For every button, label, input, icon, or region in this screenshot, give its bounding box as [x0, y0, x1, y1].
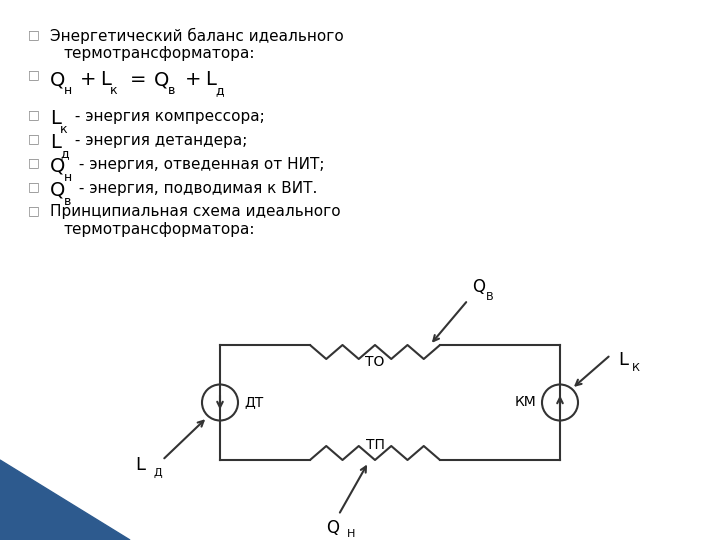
Text: - энергия, подводимая к ВИТ.: - энергия, подводимая к ВИТ. — [74, 181, 318, 196]
Text: Q: Q — [50, 157, 66, 176]
Text: □: □ — [28, 68, 40, 81]
Text: Q: Q — [50, 70, 66, 89]
Text: □: □ — [28, 108, 40, 121]
Text: □: □ — [28, 180, 40, 193]
Text: ТО: ТО — [365, 355, 384, 369]
Text: L: L — [205, 70, 216, 89]
Text: □: □ — [28, 28, 40, 41]
Text: К: К — [631, 363, 639, 373]
Text: L: L — [50, 109, 61, 128]
Text: д: д — [60, 147, 68, 160]
Text: термотрансформатора:: термотрансформатора: — [64, 222, 256, 237]
Text: Q: Q — [472, 278, 485, 296]
Text: к: к — [60, 123, 68, 136]
Text: - энергия, отведенная от НИТ;: - энергия, отведенная от НИТ; — [74, 157, 325, 172]
Text: Принципиальная схема идеального: Принципиальная схема идеального — [50, 204, 341, 219]
Text: +: + — [80, 70, 96, 89]
Text: Энергетический баланс идеального: Энергетический баланс идеального — [50, 28, 343, 44]
Text: Д: Д — [153, 468, 162, 478]
Text: Q: Q — [154, 70, 169, 89]
Text: L: L — [618, 351, 629, 369]
Text: н: н — [64, 84, 72, 97]
Text: □: □ — [28, 156, 40, 169]
Text: Н: Н — [346, 529, 355, 539]
Text: L: L — [135, 456, 145, 474]
Text: д: д — [215, 84, 224, 97]
Text: - энергия детандера;: - энергия детандера; — [70, 133, 248, 148]
Text: КМ: КМ — [514, 395, 536, 409]
Text: в: в — [168, 84, 176, 97]
Text: Q: Q — [50, 181, 66, 200]
Text: В: В — [486, 292, 494, 302]
Polygon shape — [0, 460, 130, 540]
Text: □: □ — [28, 204, 40, 217]
Text: +: + — [185, 70, 202, 89]
Text: Q: Q — [326, 519, 339, 537]
Text: L: L — [100, 70, 111, 89]
Text: ТП: ТП — [366, 438, 384, 452]
Text: =: = — [130, 70, 146, 89]
Text: к: к — [110, 84, 117, 97]
Text: н: н — [64, 171, 72, 184]
Text: □: □ — [28, 132, 40, 145]
Text: ДТ: ДТ — [244, 395, 264, 409]
Text: - энергия компрессора;: - энергия компрессора; — [70, 109, 265, 124]
Text: в: в — [64, 195, 71, 208]
Text: L: L — [50, 133, 61, 152]
Text: термотрансформатора:: термотрансформатора: — [64, 46, 256, 61]
